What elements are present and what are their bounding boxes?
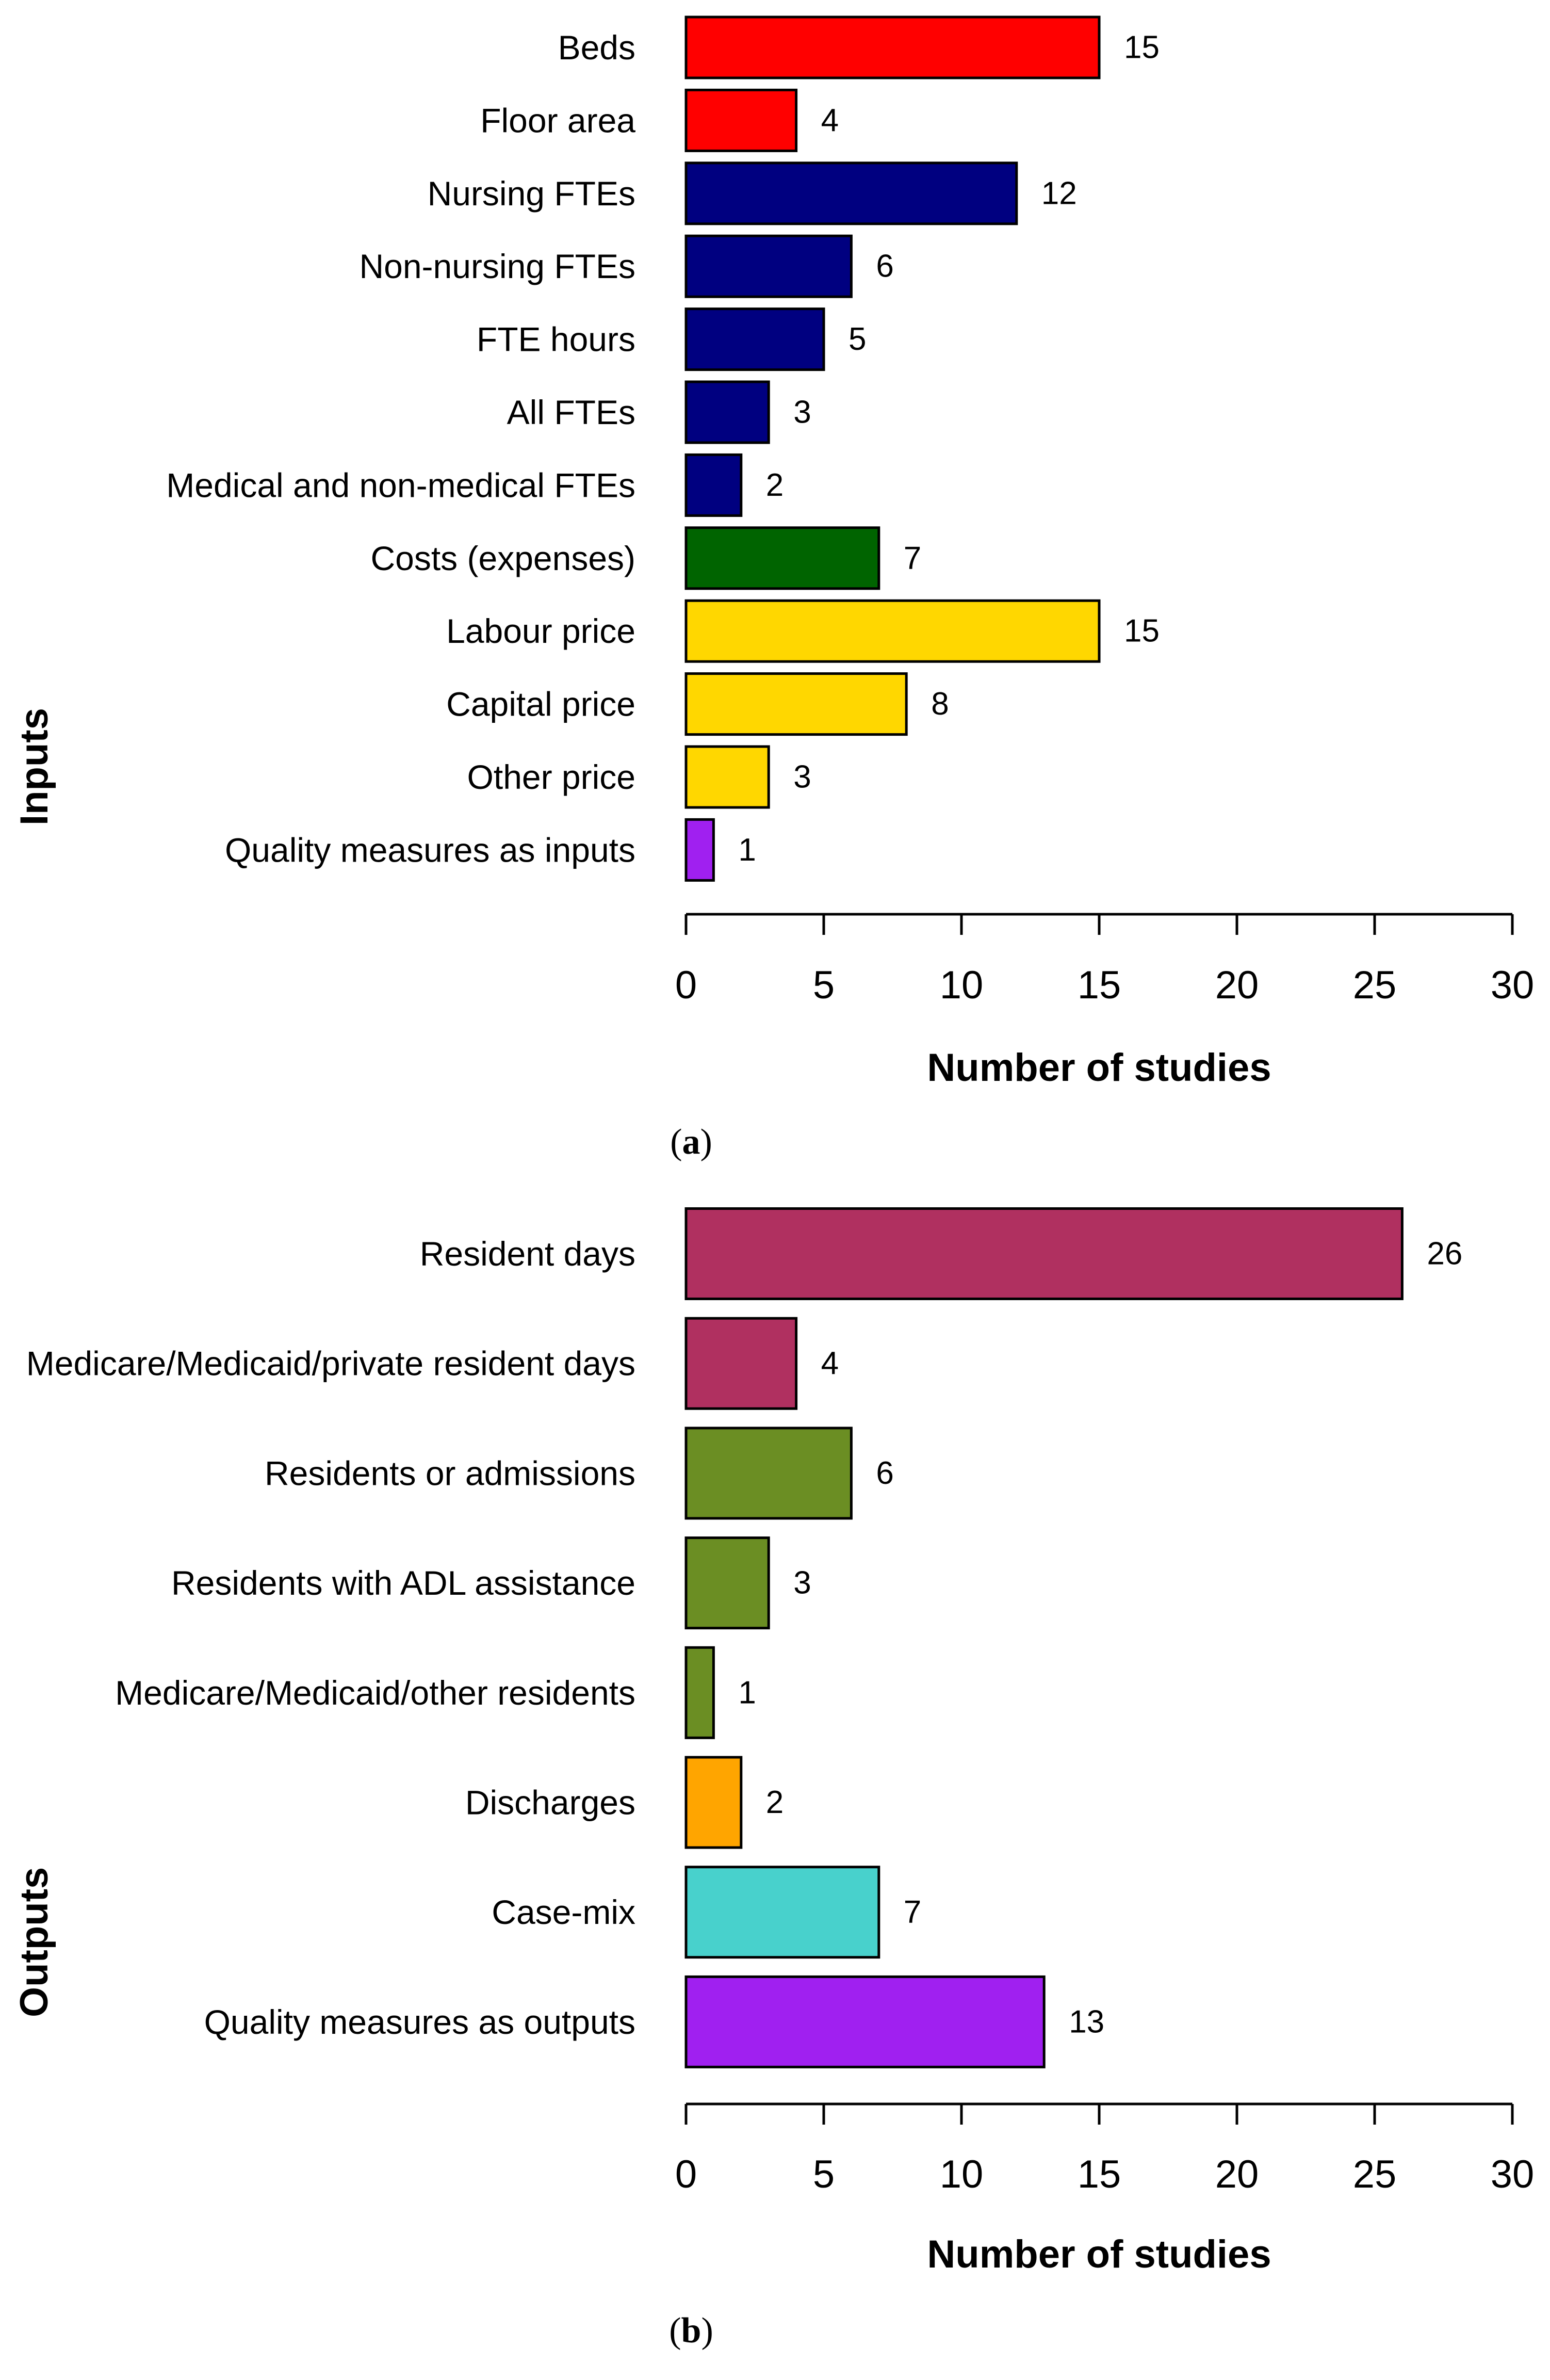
value-label: 4 [821, 1346, 839, 1381]
bar [684, 307, 825, 371]
category-label: Costs (expenses) [370, 539, 635, 577]
category-label: Quality measures as inputs [225, 831, 635, 869]
bar [684, 1975, 1046, 2068]
x-tick-label: 10 [940, 963, 984, 1007]
category-label: Case-mix [492, 1893, 635, 1931]
category-label: Residents or admissions [265, 1454, 635, 1492]
x-tick-label: 5 [813, 2152, 835, 2196]
panel-tag-open: ( [669, 2311, 681, 2351]
value-label: 12 [1041, 175, 1077, 211]
bar [684, 1646, 715, 1739]
bar [684, 380, 770, 444]
category-label: Quality measures as outputs [204, 2003, 635, 2041]
value-label: 3 [793, 1565, 811, 1601]
bar [684, 453, 743, 517]
x-tick-label: 30 [1491, 2152, 1535, 2196]
panel-tag-letter: b [681, 2311, 701, 2351]
bar [684, 672, 908, 736]
category-label: Medicare/Medicaid/private resident days [26, 1345, 635, 1383]
category-label: Beds [558, 28, 635, 67]
category-label: Labour price [446, 612, 635, 650]
category-label: Capital price [446, 685, 635, 723]
panel-tag-letter: a [682, 1122, 700, 1162]
bar [684, 745, 770, 809]
x-tick-label: 0 [675, 2152, 697, 2196]
x-tick-label: 5 [813, 963, 835, 1007]
value-label: 1 [738, 832, 756, 868]
value-label: 6 [876, 249, 893, 284]
bar [684, 88, 798, 152]
category-label: Medicare/Medicaid/other residents [115, 1674, 635, 1712]
x-tick-label: 15 [1078, 2152, 1121, 2196]
panel-tag: (a) [670, 1122, 712, 1162]
x-tick-label: 25 [1353, 2152, 1397, 2196]
bar [684, 1536, 770, 1630]
bar [684, 818, 715, 882]
category-label: Nursing FTEs [428, 174, 635, 213]
bar [684, 1866, 880, 1959]
category-label: FTE hours [477, 320, 635, 359]
x-axis-title: Number of studies [927, 2232, 1271, 2276]
value-label: 6 [876, 1455, 893, 1491]
category-label: Non-nursing FTEs [359, 247, 635, 285]
category-label: Discharges [465, 1784, 635, 1822]
bar [684, 1317, 798, 1410]
bar [684, 1427, 853, 1520]
panel-tag-close: ) [701, 2311, 713, 2351]
value-label: 5 [849, 321, 866, 357]
bar [684, 1756, 743, 1849]
x-tick-label: 0 [675, 963, 697, 1007]
category-label: Floor area [480, 101, 635, 139]
value-label: 4 [821, 103, 839, 138]
category-label: Residents with ADL assistance [171, 1564, 635, 1602]
value-label: 3 [793, 759, 811, 795]
bar [684, 15, 1101, 79]
panel-tag: (b) [669, 2311, 713, 2351]
category-label: All FTEs [507, 393, 635, 431]
panel-side-label: Inputs [12, 708, 56, 825]
bar [684, 1207, 1404, 1300]
x-tick-label: 10 [940, 2152, 984, 2196]
bar [684, 599, 1101, 663]
category-label: Resident days [420, 1235, 635, 1273]
bar [684, 526, 880, 590]
value-label: 15 [1124, 30, 1160, 66]
value-label: 7 [904, 1895, 921, 1930]
value-label: 26 [1427, 1236, 1462, 1272]
value-label: 7 [904, 540, 921, 576]
bar [684, 161, 1018, 225]
panel-side-label: Outputs [12, 1867, 56, 2017]
chart-panel-b: Resident days 26Medicare/Medicaid/private… [12, 1207, 1535, 2351]
bar [684, 234, 853, 298]
value-label: 13 [1069, 2004, 1104, 2039]
x-tick-label: 15 [1078, 963, 1121, 1007]
panel-tag-close: ) [700, 1122, 712, 1162]
category-label: Other price [467, 758, 635, 796]
panel-tag-open: ( [670, 1122, 682, 1162]
x-tick-label: 30 [1491, 963, 1535, 1007]
value-label: 15 [1124, 613, 1160, 649]
x-tick-label: 20 [1215, 2152, 1259, 2196]
value-label: 3 [793, 395, 811, 430]
value-label: 1 [738, 1675, 756, 1710]
value-label: 2 [766, 467, 784, 503]
x-tick-label: 20 [1215, 963, 1259, 1007]
value-label: 2 [766, 1785, 784, 1820]
x-tick-label: 25 [1353, 963, 1397, 1007]
category-label: Medical and non-medical FTEs [166, 466, 635, 504]
value-label: 8 [931, 686, 949, 722]
x-axis-title: Number of studies [927, 1046, 1271, 1090]
